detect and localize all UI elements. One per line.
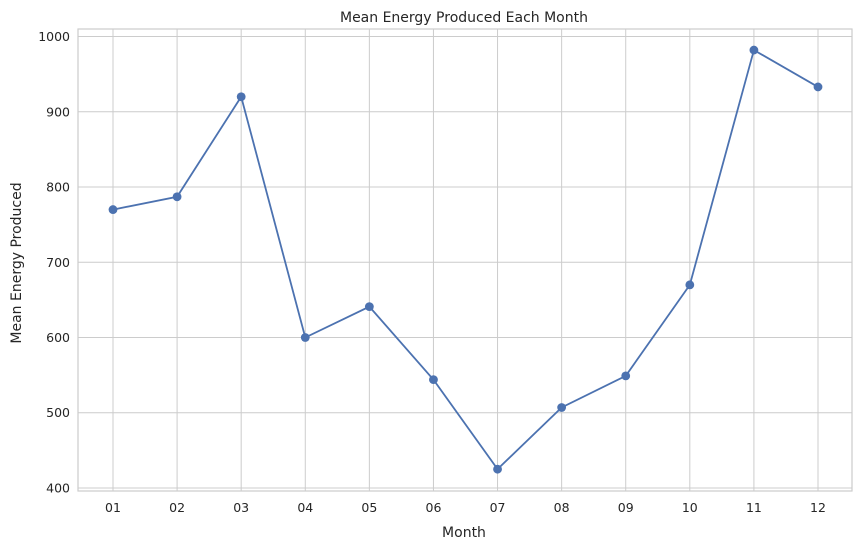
plot-frame — [77, 28, 853, 492]
data-point — [749, 45, 759, 55]
data-point — [429, 375, 438, 385]
x-tick-label: 10 — [682, 500, 698, 515]
grid — [78, 29, 852, 491]
x-tick-label: 07 — [490, 500, 506, 515]
y-tick-label: 400 — [46, 480, 70, 495]
data-point — [813, 82, 823, 92]
data-point — [557, 403, 567, 412]
x-tick-label: 09 — [618, 500, 634, 515]
x-tick-label: 03 — [233, 500, 249, 515]
data-point — [300, 333, 310, 342]
data-point — [172, 192, 182, 202]
x-tick-label: 06 — [426, 500, 442, 515]
y-axis-label: Mean Energy Produced — [9, 182, 25, 343]
y-tick-label: 700 — [46, 255, 70, 270]
data-point — [236, 92, 246, 102]
tick-labels: 400 500 600 700 800 900 1000 01 02 03 04 05 06 07 08 09… — [38, 29, 826, 515]
x-tick-label: 11 — [746, 500, 762, 515]
series-layer — [108, 45, 823, 474]
x-tick-label: 01 — [105, 500, 121, 515]
x-axis-label: Month — [442, 525, 486, 541]
x-tick-label: 02 — [169, 500, 185, 515]
x-tick-label: 12 — [810, 500, 826, 515]
y-tick-label: 600 — [46, 330, 70, 345]
data-point — [364, 302, 374, 312]
y-tick-label: 500 — [46, 405, 70, 420]
data-point — [108, 205, 118, 214]
x-tick-label: 04 — [297, 500, 313, 515]
data-point — [621, 371, 631, 381]
y-tick-label: 800 — [46, 180, 70, 195]
y-tick-label: 1000 — [38, 29, 70, 44]
chart-title: Mean Energy Produced Each Month — [340, 10, 588, 26]
data-point — [685, 280, 695, 290]
x-tick-label: 08 — [554, 500, 570, 515]
data-point — [493, 464, 502, 474]
y-tick-label: 900 — [46, 104, 70, 119]
series-line — [112, 48, 819, 471]
x-tick-label: 05 — [361, 500, 377, 515]
